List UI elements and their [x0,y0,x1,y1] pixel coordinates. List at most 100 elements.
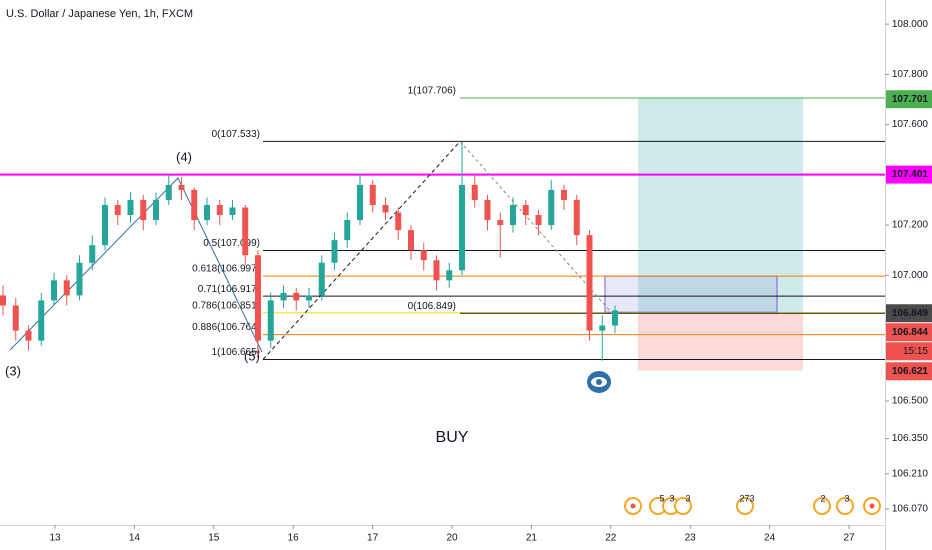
candle-body [535,215,542,226]
wave-label: (4) [176,149,192,164]
candle-body [599,325,606,331]
candle-body [420,250,427,261]
candle-body [25,330,32,341]
y-tick-label: 106.070 [892,504,929,515]
price-label-box [886,90,932,109]
event-label: 5 [659,493,664,503]
candle [204,197,210,226]
candle-body [344,220,351,241]
candle-body [357,184,363,221]
candle-body [38,300,45,341]
candle [38,292,45,346]
y-tick-label: 107.200 [892,220,929,231]
price-label-text: 107.701 [892,94,929,105]
candle-body [63,280,70,296]
candle [420,242,427,271]
candle-body [522,204,529,216]
y-tick-label: 106.500 [892,396,929,407]
fib-label: 0.71(106.917) [198,284,260,295]
x-tick-label: 15 [208,533,220,544]
candle [395,207,402,241]
price-label-text: 107.401 [892,169,929,180]
candle [446,262,453,288]
candle [306,287,312,308]
event-label: 3 [669,493,674,503]
candle-body [433,260,440,281]
candle [471,174,478,208]
x-tick-label: 27 [843,533,855,544]
candle-body [165,184,172,200]
x-tick-label: 13 [49,533,61,544]
candle-body [114,204,121,216]
event-label: 2 [820,493,825,503]
event-icon [836,497,854,515]
fib-label: 0(106.849) [408,301,456,312]
candle-body [293,292,300,301]
candle [497,212,504,258]
candle-body [382,204,389,213]
candle [586,230,593,341]
fib-label: 1(107.706) [408,86,456,97]
candle [140,194,147,231]
candle [293,287,300,311]
candle [344,212,351,248]
y-tick-label: 106.350 [892,433,929,444]
candle [357,174,363,226]
candle [165,174,172,205]
candle [522,199,529,226]
candle-body [242,207,249,256]
candle [216,199,223,226]
range-box [604,275,778,313]
candle-body [89,245,96,263]
candle-body [102,204,108,246]
candle-body [471,184,478,200]
candle [0,285,6,316]
event-icon [813,497,831,515]
price-label-box [886,323,932,342]
candle-body [561,189,567,200]
candle [369,179,376,213]
candle-body [280,292,287,301]
candle [51,272,57,306]
candle-body [459,184,465,271]
price-label-text: 106.844 [892,327,929,338]
candle [25,325,32,351]
x-tick-label: 22 [605,533,617,544]
price-label-box [886,165,932,184]
chart-title: U.S. Dollar / Japanese Yen, 1h, FXCM [6,8,193,20]
candle-body [446,270,453,281]
candle-body [76,262,83,296]
candle-body [178,184,185,190]
take-profit-zone [638,97,803,314]
candle-body [306,295,312,301]
wave-label: (5) [244,348,260,363]
candle-body [12,305,19,331]
x-tick-label: 14 [129,533,141,544]
candle [459,142,465,276]
x-tick-label: 16 [288,533,300,544]
wave-label: (3) [5,363,21,378]
candle [89,235,96,271]
candle-body [510,204,516,226]
price-label-box [886,304,932,323]
candle [63,275,70,306]
candle-body [255,255,261,341]
candle [178,177,185,200]
candle [255,250,261,356]
x-tick-label: 20 [446,533,458,544]
candle [599,315,606,361]
candle [331,232,338,271]
candle-body [331,240,338,263]
candle-body [204,204,210,221]
countdown: 15:15 [903,346,928,357]
event-label: 3 [685,493,690,503]
fib-label: 0(107.533) [212,129,260,140]
candle-body [216,204,223,216]
candle-body [229,207,236,216]
price-label-box [886,362,932,381]
candle [242,204,249,266]
candle [612,305,618,334]
x-tick-label: 17 [367,533,379,544]
fib-label: 0.5(107.099) [203,238,260,249]
